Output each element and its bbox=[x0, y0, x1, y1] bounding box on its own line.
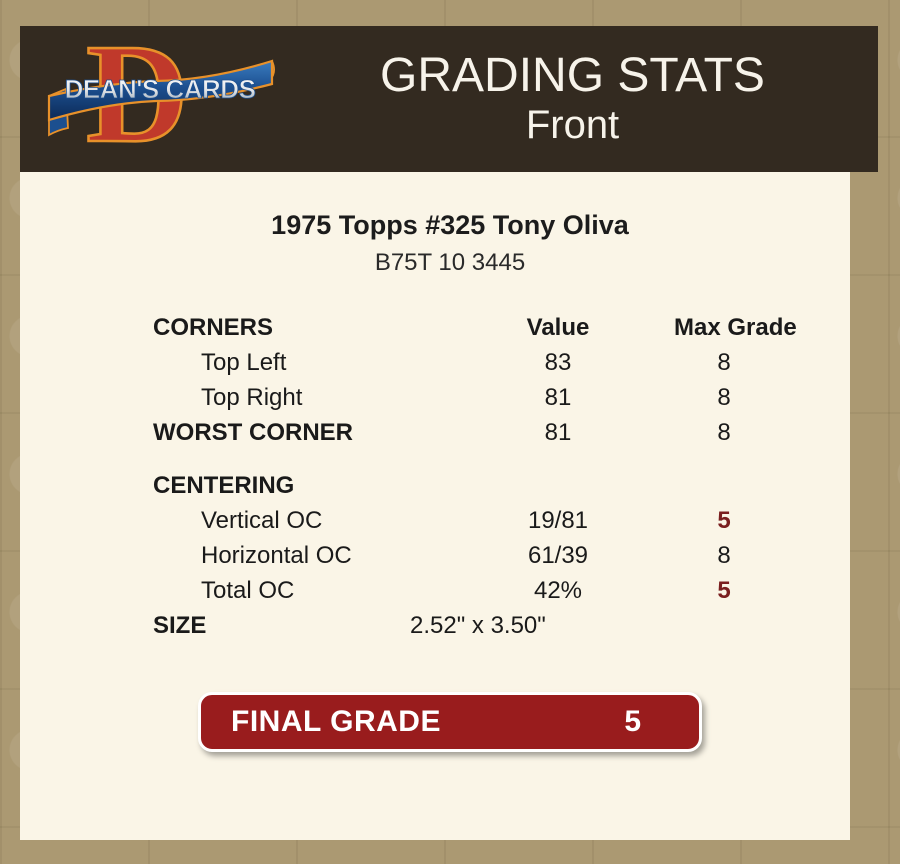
svg-text:DEAN'S CARDS: DEAN'S CARDS bbox=[65, 74, 256, 104]
